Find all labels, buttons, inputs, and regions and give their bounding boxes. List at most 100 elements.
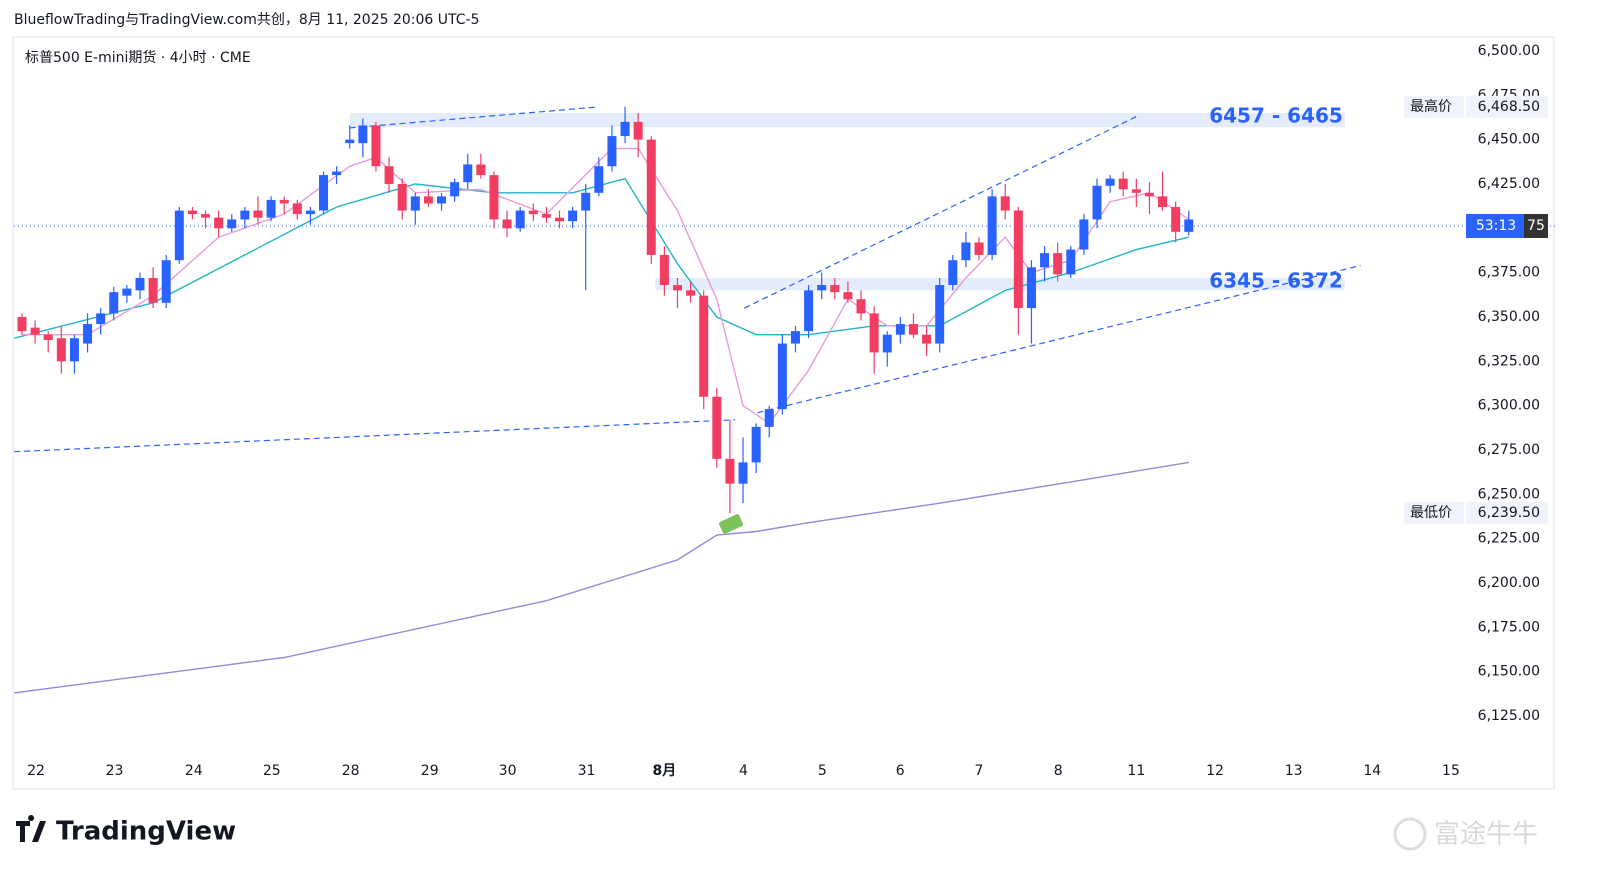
candle-body (1144, 192, 1154, 197)
y-tick-label: 6,150.00 (1478, 664, 1540, 680)
candle-body (856, 299, 866, 314)
candle-body (869, 313, 879, 353)
candle-body (489, 175, 499, 220)
candle-body (174, 210, 184, 261)
candle-body (790, 331, 800, 344)
candle-body (1026, 267, 1036, 309)
price-badge-bg (1466, 95, 1548, 118)
candle-body (463, 164, 473, 183)
moving-average (14, 461, 1189, 694)
candle-body (987, 196, 997, 255)
price-badge-bg (1404, 501, 1464, 524)
candle-body (594, 166, 604, 193)
candle-body (279, 199, 289, 204)
price-badge-text: 最低价 (1410, 505, 1452, 521)
candle-body (515, 210, 525, 229)
candle-body (266, 199, 276, 218)
zone (349, 113, 1345, 128)
candle-body (751, 426, 761, 463)
y-tick-label: 6,500.00 (1478, 43, 1540, 59)
moving-average (13, 177, 1189, 339)
candle-body (935, 285, 945, 344)
x-tick-label: 7 (975, 763, 984, 779)
x-tick-label: 8月 (653, 763, 677, 779)
candle-body (961, 242, 971, 261)
chart-title: 标普500 E-mini期货 · 4小时 · CME (25, 49, 251, 66)
trendline (757, 264, 1361, 414)
candle-body (712, 396, 722, 459)
x-tick-label: 23 (106, 763, 124, 779)
candle-body (450, 182, 460, 197)
y-tick-label: 6,350.00 (1478, 309, 1540, 325)
x-tick-label: 11 (1127, 763, 1145, 779)
price-badge-value: 6,239.50 (1478, 505, 1540, 521)
candle-body (96, 313, 106, 325)
candle-body (1013, 210, 1023, 309)
y-tick-label: 6,325.00 (1478, 353, 1540, 369)
price-tail-bg (1524, 213, 1548, 238)
candle-body (908, 324, 918, 335)
price-badge-bg (1466, 501, 1548, 524)
frame (12, 36, 1555, 790)
y-tick-label: 6,125.00 (1478, 708, 1540, 724)
candle-body (1092, 185, 1102, 220)
x-tick-label: 14 (1363, 763, 1381, 779)
x-tick-label: 12 (1206, 763, 1224, 779)
candle-body (738, 462, 748, 484)
candle-body (725, 458, 735, 484)
candle-body (410, 196, 420, 211)
candle-body (633, 121, 643, 140)
candle-body (358, 125, 368, 144)
candle-body (69, 338, 79, 362)
x-tick-label: 22 (27, 763, 45, 779)
candle-body (922, 334, 932, 344)
candle-body (201, 214, 211, 218)
x-tick-label: 25 (263, 763, 281, 779)
candle-body (135, 277, 145, 291)
candle-body (882, 334, 892, 353)
x-tick-label: 15 (1442, 763, 1460, 779)
x-tick-label: 31 (578, 763, 596, 779)
candle-body (1053, 253, 1063, 275)
candle-body (345, 139, 355, 144)
candle-body (476, 164, 486, 176)
candle-body (187, 210, 197, 215)
y-tick-label: 6,200.00 (1478, 575, 1540, 591)
x-tick-label: 8 (1054, 763, 1063, 779)
candle-body (659, 254, 669, 286)
y-tick-label: 6,450.00 (1478, 132, 1540, 148)
candle-body (541, 214, 551, 218)
trendline (14, 419, 736, 453)
countdown: 53:13 (1476, 218, 1516, 234)
y-tick-label: 6,175.00 (1478, 619, 1540, 635)
candle-body (122, 288, 132, 296)
candle-body (1079, 219, 1089, 250)
candle-body (83, 324, 93, 344)
candle-body (764, 409, 774, 427)
price-badge-bg (1404, 95, 1464, 118)
candle-body (1131, 189, 1141, 193)
y-tick-label: 6,250.00 (1478, 486, 1540, 502)
watermark: 富途牛牛 (1434, 820, 1538, 850)
y-tick-label: 6,300.00 (1478, 398, 1540, 414)
x-tick-label: 5 (818, 763, 827, 779)
candle-body (895, 324, 905, 335)
candle-body (227, 219, 237, 229)
candle-body (777, 343, 787, 410)
y-tick-label: 6,275.00 (1478, 442, 1540, 458)
candle-body (948, 260, 958, 286)
candle-body (423, 196, 433, 204)
y-tick-label: 6,225.00 (1478, 531, 1540, 547)
x-tick-label: 13 (1285, 763, 1303, 779)
watermark-icon (1393, 817, 1427, 851)
candle-body (672, 285, 682, 291)
trendline (349, 106, 598, 129)
candle-body (17, 316, 27, 332)
candle-body (253, 210, 263, 218)
candle-body (397, 183, 407, 211)
candle-body (1000, 196, 1010, 211)
x-tick-label: 30 (499, 763, 517, 779)
candle-body (161, 260, 171, 303)
brand: TradingView (56, 817, 236, 847)
